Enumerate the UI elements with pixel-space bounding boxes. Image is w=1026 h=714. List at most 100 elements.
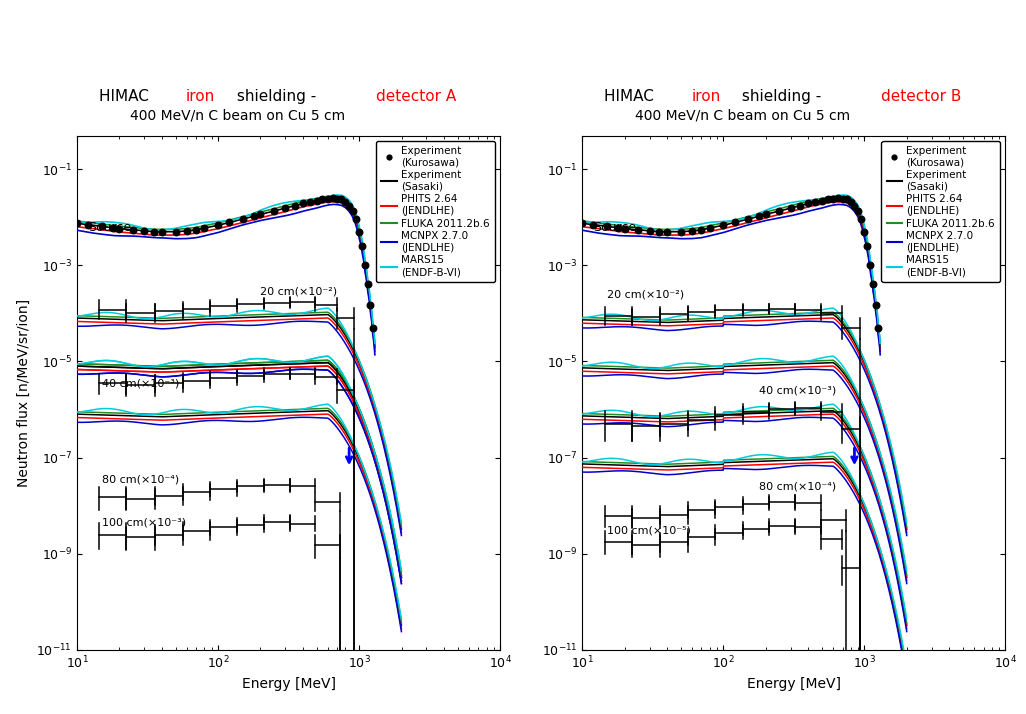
Point [641,225,658,236]
Text: shielding -: shielding - [738,89,827,104]
Text: 80 cm(×10⁻⁴): 80 cm(×10⁻⁴) [102,474,179,485]
Point [800,198,817,209]
Point [302,196,318,208]
Text: 100 cm(×10⁻⁵): 100 cm(×10⁻⁵) [607,526,690,536]
Point [599,221,616,232]
Point [842,196,859,208]
Point [354,241,370,252]
Point [694,224,710,236]
Point [757,208,774,220]
Point [235,213,251,225]
Point [859,241,875,252]
X-axis label: Energy [MeV]: Energy [MeV] [241,677,336,690]
Point [154,226,170,238]
Text: 100 cm(×10⁻³): 100 cm(×10⁻³) [102,517,186,527]
Point [333,193,350,205]
Point [351,226,367,238]
Point [319,193,336,204]
Point [345,206,361,217]
Point [853,213,869,225]
Point [726,217,743,228]
Point [820,193,836,205]
Text: 400 MeV/n C beam on Cu 5 cm: 400 MeV/n C beam on Cu 5 cm [635,109,850,123]
Point [867,299,883,311]
Point [751,211,767,222]
Point [167,226,184,238]
Point [846,200,863,211]
Point [702,222,718,233]
Point [188,224,204,236]
Point [362,299,379,311]
X-axis label: Energy [MeV]: Energy [MeV] [747,677,841,690]
Point [783,203,799,214]
Text: 80 cm(×10⁻⁴): 80 cm(×10⁻⁴) [759,481,836,491]
Point [341,200,357,211]
Point [715,220,732,231]
Point [673,226,689,238]
Point [659,226,675,238]
Point [862,260,878,271]
Point [357,260,373,271]
Point [136,225,153,236]
Point [338,196,354,208]
Point [329,193,346,204]
Point [196,222,212,233]
Point [179,225,195,236]
Point [683,225,700,236]
Point [359,278,376,290]
Point [93,221,110,232]
Point [210,220,227,231]
Point [850,206,866,217]
Point [825,193,841,204]
Point [838,193,855,205]
Text: iron: iron [692,89,720,104]
Point [610,222,627,233]
Point [324,193,341,204]
Point [814,195,830,206]
Text: shielding -: shielding - [232,89,321,104]
Text: detector B: detector B [881,89,961,104]
Point [650,226,667,238]
Y-axis label: Neutron flux [n/MeV/sr/ion]: Neutron flux [n/MeV/sr/ion] [16,298,31,487]
Point [792,200,808,211]
Legend: Experiment
(Kurosawa), Experiment
(Sasaki), PHITS 2.64
(JENDLHE), FLUKA 2011.2b.: Experiment (Kurosawa), Experiment (Sasak… [881,141,1000,282]
Text: 20 cm(×10⁻²): 20 cm(×10⁻²) [607,289,684,299]
Point [286,200,303,211]
Point [252,208,269,220]
Text: 40 cm(×10⁻³): 40 cm(×10⁻³) [102,378,180,388]
Point [221,217,237,228]
Point [80,219,96,231]
Point [575,218,591,229]
Point [630,224,646,236]
Text: 20 cm(×10⁻²): 20 cm(×10⁻²) [261,287,338,297]
Point [146,226,162,238]
Point [69,218,85,229]
Point [865,278,881,290]
Point [870,322,886,333]
Point [266,206,282,217]
Point [314,193,330,205]
Point [246,211,263,222]
Point [348,213,364,225]
Point [856,226,872,238]
Point [111,223,127,234]
Text: Source: Source [88,221,131,234]
Text: HIMAC: HIMAC [98,89,154,104]
Point [834,193,851,204]
Text: 40 cm(×10⁻³): 40 cm(×10⁻³) [759,386,836,396]
Point [364,322,381,333]
Text: detector A: detector A [376,89,456,104]
Point [309,195,325,206]
Text: Source: Source [593,221,636,234]
Point [105,222,121,233]
Point [125,224,142,236]
Point [830,193,846,204]
Point [772,206,788,217]
Point [740,213,756,225]
Text: iron: iron [186,89,215,104]
Point [277,203,293,214]
Point [617,223,633,234]
Text: 400 MeV/n C beam on Cu 5 cm: 400 MeV/n C beam on Cu 5 cm [129,109,345,123]
Point [807,196,824,208]
Point [585,219,601,231]
